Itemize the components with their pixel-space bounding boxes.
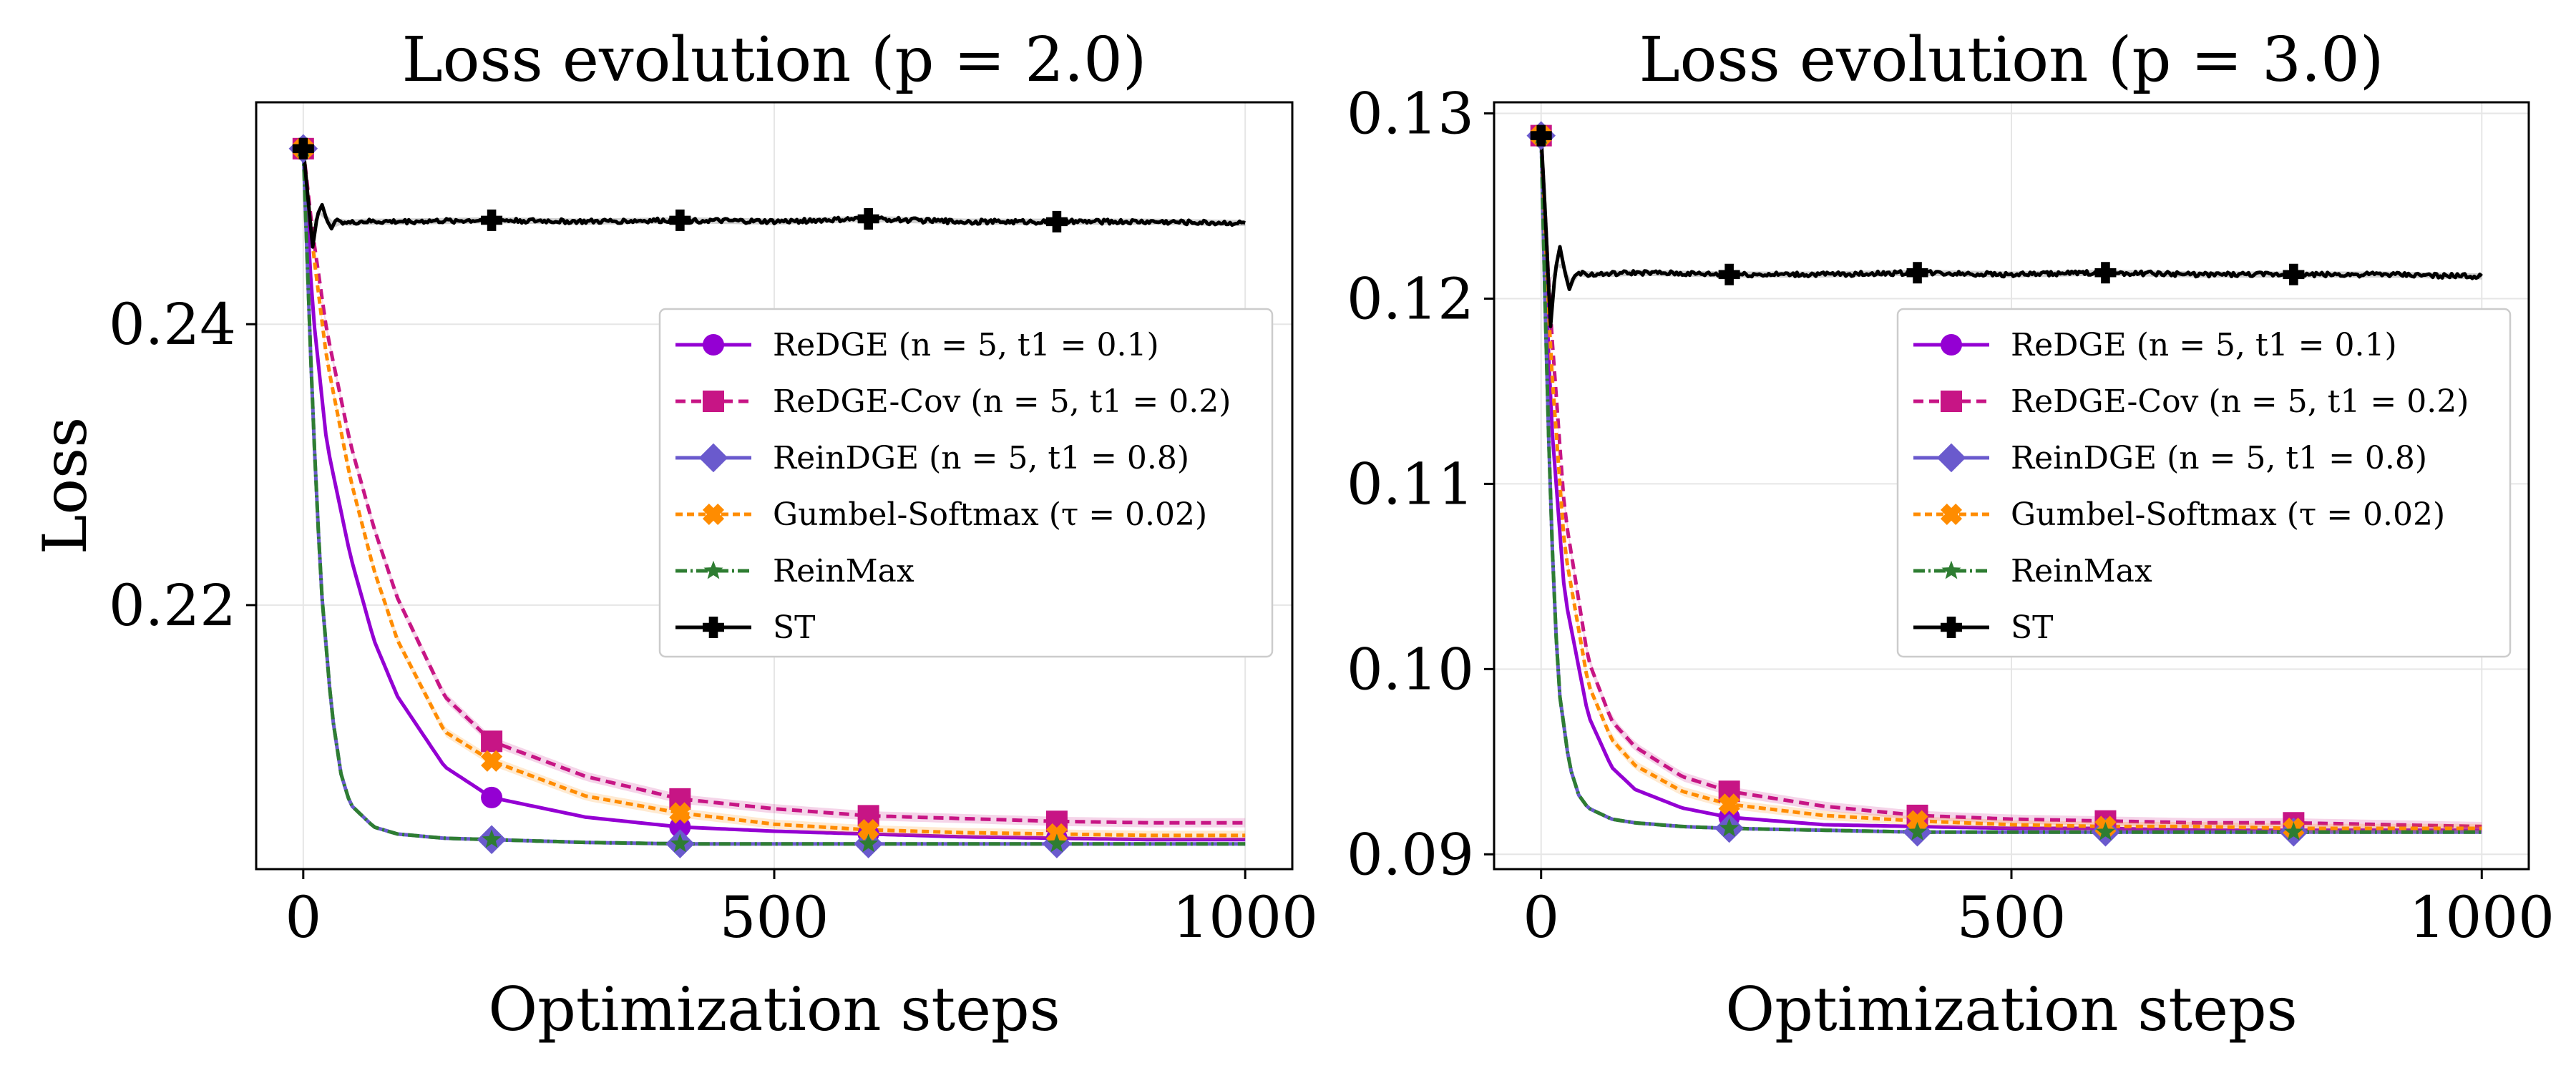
legend-marker-reindge-n-5-t1-0-8 (1936, 443, 1966, 473)
series-line-reinmax (301, 148, 1246, 846)
marker-st-200 (481, 209, 503, 231)
legend-label-redge-cov-n-5-t1-0-2: ReDGE-Cov (n = 5, t1 = 0.2) (2011, 383, 2469, 420)
chart-title: Loss evolution (p = 3.0) (1639, 24, 2384, 96)
x-axis-label: Optimization steps (1725, 974, 2298, 1044)
legend-marker-st (703, 617, 724, 638)
panel-p2: 0 500 1000 0.22 0.24 Loss evolution (p = 2.0)… (30, 24, 1318, 1044)
marker-reinmax-400 (670, 833, 690, 853)
y-axis-label: Loss (30, 417, 100, 555)
legend-label-reindge-n-5-t1-0-8: ReinDGE (n = 5, t1 = 0.8) (2011, 440, 2427, 476)
plot-area (1526, 121, 2483, 847)
legend-label-redge-cov-n-5-t1-0-2: ReDGE-Cov (n = 5, t1 = 0.2) (773, 383, 1231, 420)
marker-st-600 (2094, 262, 2117, 284)
legend-marker-redge-cov-n-5-t1-0-2 (1941, 391, 1962, 412)
marker-reinmax-800 (2283, 821, 2303, 841)
series-line-gumbel-softmax-0-02 (301, 148, 1246, 838)
marker-st-400 (669, 209, 691, 231)
legend: ReDGE (n = 5, t1 = 0.1) ReDGE-Cov (n = 5,… (1896, 308, 2512, 658)
legend-box (658, 308, 1274, 658)
marker-st-800 (2283, 263, 2305, 285)
marker-gumbel-softmax-0-02-200 (481, 750, 503, 772)
chart-title: Loss evolution (p = 2.0) (402, 24, 1147, 96)
marker-gumbel-softmax-0-02-400 (1906, 810, 1928, 832)
series-line-redge-n-5-t1-0-1 (1539, 135, 2482, 833)
legend-marker-st (1941, 617, 1962, 638)
x-tick-label-0: 0 (285, 884, 321, 951)
marker-st-0 (292, 137, 314, 160)
marker-gumbel-softmax-0-02-600 (857, 818, 879, 841)
marker-gumbel-softmax-0-02-200 (1718, 793, 1740, 815)
y-tick-label-0: 0.22 (109, 572, 236, 639)
x-tick-label-2: 1000 (2409, 884, 2555, 951)
series-line-gumbel-softmax-0-02 (1539, 135, 2482, 831)
series-line-redge-cov-n-5-t1-0-2 (1539, 135, 2482, 828)
legend-marker-reinmax (1941, 560, 1961, 579)
x-axis-label: Optimization steps (488, 974, 1060, 1044)
marker-reinmax-600 (859, 833, 879, 853)
x-tick-label-2: 1000 (1172, 884, 1318, 951)
legend-marker-reindge-n-5-t1-0-8 (698, 443, 728, 473)
marker-st-800 (1045, 210, 1068, 232)
x-tick-label-1: 500 (1957, 884, 2067, 951)
marker-reinmax-200 (482, 829, 502, 848)
legend-marker-redge-cov-n-5-t1-0-2 (703, 391, 724, 412)
series-line-redge-cov-n-5-t1-0-2 (301, 148, 1246, 825)
legend-label-reinmax: ReinMax (773, 553, 914, 589)
series-line-reinmax (1539, 135, 2482, 834)
marker-gumbel-softmax-0-02-400 (669, 802, 691, 824)
y-tick-label-1: 0.10 (1347, 636, 1474, 702)
marker-reinmax-400 (1907, 821, 1928, 841)
legend-label-redge-n-5-t1-0-1: ReDGE (n = 5, t1 = 0.1) (773, 327, 1159, 363)
legend-label-reindge-n-5-t1-0-8: ReinDGE (n = 5, t1 = 0.8) (773, 440, 1189, 476)
marker-st-200 (1718, 263, 1740, 285)
legend-label-st: ST (2011, 609, 2054, 646)
series-line-st (1539, 135, 2483, 328)
y-tick-label-2: 0.11 (1347, 451, 1474, 517)
legend-marker-gumbel-softmax-0-02 (702, 503, 725, 526)
series-line-st (301, 148, 1246, 249)
legend-label-reinmax: ReinMax (2011, 553, 2152, 589)
legend-box (1896, 308, 2512, 658)
plot-area (288, 134, 1246, 858)
legend-marker-redge-n-5-t1-0-1 (1941, 334, 1962, 356)
y-tick-label-1: 0.24 (109, 291, 236, 358)
y-tick-label-4: 0.13 (1347, 81, 1474, 147)
legend-marker-gumbel-softmax-0-02 (1940, 503, 1963, 526)
series-line-redge-n-5-t1-0-1 (301, 148, 1246, 842)
marker-reinmax-200 (1719, 818, 1740, 837)
y-tick-label-3: 0.12 (1347, 265, 1474, 332)
marker-st-400 (1906, 262, 1928, 284)
legend-label-redge-n-5-t1-0-1: ReDGE (n = 5, t1 = 0.1) (2011, 327, 2397, 363)
y-tick-label-0: 0.09 (1347, 821, 1474, 888)
marker-st-600 (857, 207, 879, 230)
x-tick-label-0: 0 (1523, 884, 1559, 951)
panel-p3: 0 500 1000 0.09 0.10 0.11 0.12 0.13 Loss evoluti… (1347, 24, 2555, 1044)
x-tick-label-1: 500 (720, 884, 829, 951)
legend-marker-reinmax (703, 560, 723, 579)
legend-label-st: ST (773, 609, 816, 646)
legend: ReDGE (n = 5, t1 = 0.1) ReDGE-Cov (n = 5,… (658, 308, 1274, 658)
marker-st-0 (1530, 124, 1552, 147)
legend-label-gumbel-softmax-0-02: Gumbel-Softmax (τ = 0.02) (773, 496, 1207, 533)
legend-marker-redge-n-5-t1-0-1 (703, 334, 724, 356)
marker-reinmax-800 (1047, 833, 1067, 853)
marker-reinmax-600 (2095, 821, 2116, 841)
marker-redge-n-5-t1-0-1-200 (481, 786, 503, 808)
legend-label-gumbel-softmax-0-02: Gumbel-Softmax (τ = 0.02) (2011, 496, 2445, 533)
marker-redge-cov-n-5-t1-0-2-200 (481, 730, 503, 753)
